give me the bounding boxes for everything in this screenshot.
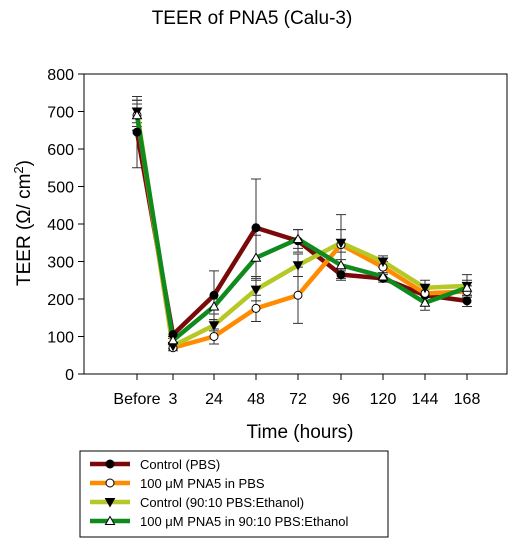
y-tick-label: 700 xyxy=(47,105,74,122)
x-tick-label: 24 xyxy=(205,391,223,408)
data-point-series-4 xyxy=(131,109,143,120)
data-point-series-4 xyxy=(419,297,431,307)
data-point-series-4 xyxy=(335,259,347,270)
data-point-series-3 xyxy=(250,285,262,296)
plot-frame xyxy=(83,73,508,375)
y-tick-label: 0 xyxy=(65,367,74,384)
data-point-series-1 xyxy=(251,223,261,233)
legend-label: Control (90:10 PBS:Ethanol) xyxy=(140,495,304,510)
x-axis-label: Time (hours) xyxy=(247,422,354,443)
y-tick-label: 600 xyxy=(47,142,74,159)
y-axis-label: TEER (Ω/ cm2) xyxy=(11,160,36,286)
data-point-series-2 xyxy=(293,290,303,300)
x-tick-label: 168 xyxy=(454,391,481,408)
x-tick-label: 48 xyxy=(247,391,265,408)
data-point-series-3 xyxy=(292,261,304,271)
data-point-series-1 xyxy=(336,270,346,280)
legend-marker xyxy=(105,478,115,488)
y-tick-label: 400 xyxy=(47,217,74,234)
legend-marker xyxy=(105,459,115,469)
data-point-series-4 xyxy=(167,334,179,345)
y-axis-label-superscript: 2 xyxy=(11,166,26,173)
data-point-series-4 xyxy=(250,252,262,262)
series-line-2 xyxy=(134,114,468,350)
legend-label: Control (PBS) xyxy=(140,457,220,472)
legend-marker xyxy=(104,515,116,525)
chart-title: TEER of PNA5 (Calu-3) xyxy=(152,8,353,29)
data-point-series-4 xyxy=(461,282,473,292)
data-point-series-3 xyxy=(377,257,389,268)
legend-marker xyxy=(104,498,116,508)
legend: Control (PBS) 100 μM PNA5 in PBS Control (… xyxy=(79,450,389,538)
data-point-series-1 xyxy=(209,290,219,300)
x-tick-label: 72 xyxy=(289,391,307,408)
x-tick-label: 96 xyxy=(332,391,350,408)
series-line-1 xyxy=(134,131,468,337)
y-tick-label: 200 xyxy=(47,292,74,309)
data-point-series-3 xyxy=(208,321,220,331)
data-point-series-1 xyxy=(462,296,472,306)
x-tick-label: 144 xyxy=(412,391,439,408)
legend-label: 100 μM PNA5 in PBS xyxy=(140,476,265,491)
x-tick-label: Before xyxy=(113,391,160,408)
data-point-series-4 xyxy=(292,233,304,243)
data-point-series-4 xyxy=(377,270,389,281)
series-line-3 xyxy=(134,111,468,349)
plot-area: 0 100 200 300 400 500 600 700 800 Before 3 24 48 72 96… xyxy=(47,67,508,408)
data-point-series-2 xyxy=(209,332,219,341)
data-point-series-4 xyxy=(208,300,220,311)
y-axis-label-close: ) xyxy=(14,160,35,166)
y-tick-label: 500 xyxy=(47,180,74,197)
data-point-series-3 xyxy=(419,283,431,294)
x-tick-label: 3 xyxy=(169,391,178,408)
legend-label: 100 μM PNA5 in 90:10 PBS:Ethanol xyxy=(140,514,349,529)
y-tick-label: 800 xyxy=(47,67,74,84)
y-tick-label: 100 xyxy=(47,330,74,347)
series-line-4 xyxy=(134,114,468,343)
y-axis-label-main: TEER (Ω/ cm xyxy=(14,174,35,286)
data-point-series-1 xyxy=(132,127,142,137)
legend-box xyxy=(79,450,389,538)
x-tick-label: 120 xyxy=(370,391,397,408)
data-point-series-3 xyxy=(335,238,347,249)
data-point-series-2 xyxy=(251,303,261,313)
y-tick-label: 300 xyxy=(47,255,74,272)
